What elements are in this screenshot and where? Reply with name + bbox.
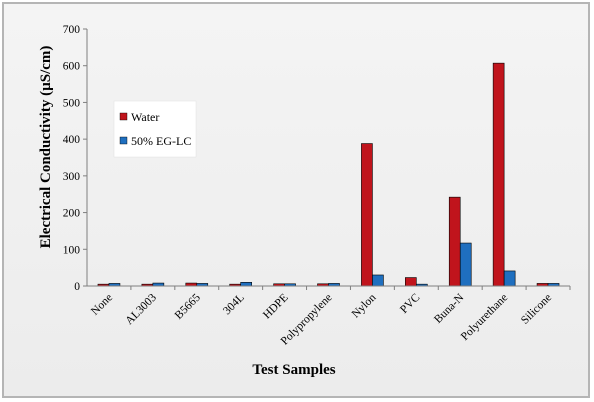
x-tick-label: Silicone: [519, 292, 554, 327]
chart-frame: 0 100 200 300 400 500 600 700 None AL3003 B5665 30…: [2, 2, 590, 398]
x-tick-label: None: [89, 292, 115, 318]
x-tick-label: AL3003: [123, 291, 159, 327]
x-tick-label: Polyurethane: [459, 292, 510, 343]
x-tick-label: PVC: [398, 291, 423, 316]
y-tick-label: 100: [63, 244, 81, 256]
legend-label-water: Water: [131, 110, 159, 124]
legend-box: [113, 100, 197, 158]
legend-swatch-water: [119, 112, 128, 121]
x-axis-title: Test Samples: [252, 362, 335, 378]
bars: [97, 62, 560, 287]
y-tick-label: 300: [63, 171, 81, 183]
bar-water: [492, 62, 505, 287]
bar-water: [405, 277, 417, 287]
y-tick-label: 600: [63, 61, 81, 73]
legend-label-eg-lc: 50% EG-LC: [131, 134, 191, 148]
x-tick-label: B5665: [173, 291, 203, 321]
x-tick-label: HDPE: [261, 292, 291, 322]
bar-water: [361, 143, 373, 287]
legend: Water 50% EG-LC: [113, 100, 197, 158]
x-tick-label: Buna-N: [432, 291, 467, 326]
y-tick-label: 700: [63, 24, 81, 36]
bar-water: [448, 196, 461, 287]
bar-eg-lc: [503, 270, 516, 287]
y-axis-ticks: 0 100 200 300 400 500 600 700: [63, 24, 87, 293]
bar-eg-lc: [240, 282, 252, 287]
bar-eg-lc: [372, 274, 384, 287]
y-axis-title: Electrical Conductivity (µS/cm): [38, 46, 54, 249]
x-tick-label: Nylon: [350, 291, 379, 320]
bar-chart: 0 100 200 300 400 500 600 700 None AL3003 B5665 30…: [38, 24, 571, 378]
x-tick-label: 304L: [221, 292, 247, 318]
legend-swatch-eg-lc: [119, 136, 128, 145]
y-tick-label: 200: [63, 208, 81, 220]
y-tick-label: 0: [74, 281, 80, 293]
y-tick-label: 400: [63, 134, 81, 146]
bar-eg-lc: [459, 242, 472, 287]
y-tick-label: 500: [63, 97, 81, 109]
